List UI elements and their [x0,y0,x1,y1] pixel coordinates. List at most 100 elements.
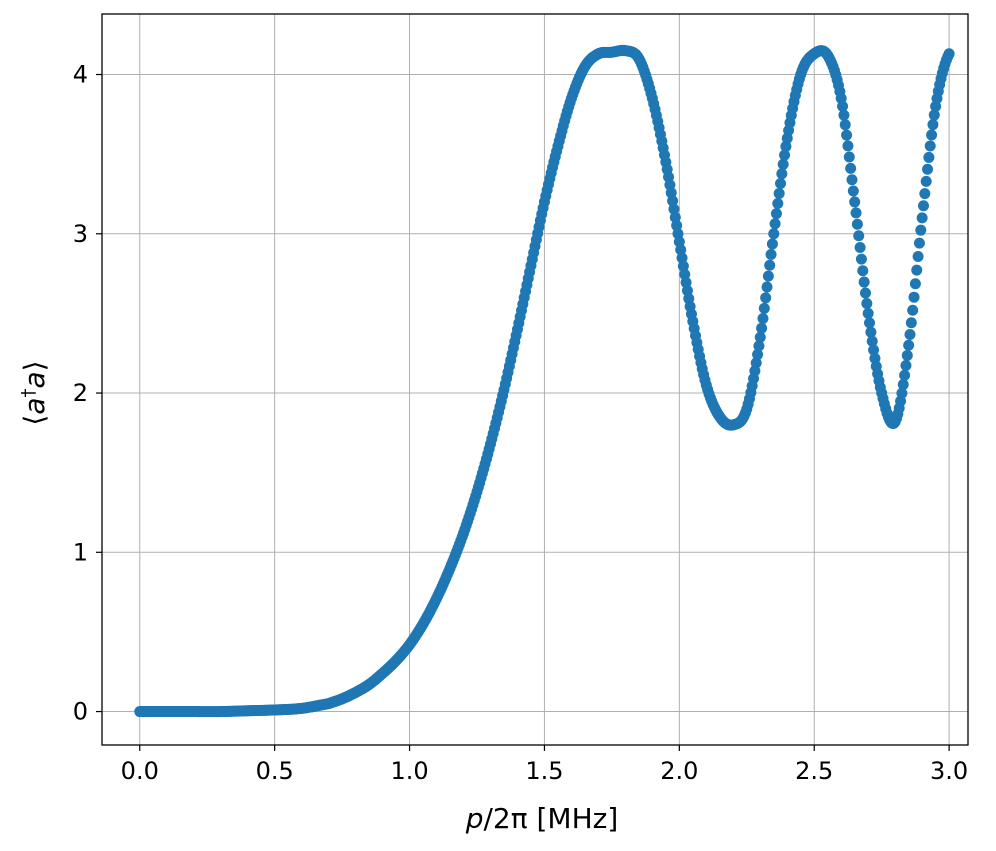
data-point [842,140,854,152]
data-point [917,200,929,212]
data-point [915,224,927,236]
data-point [926,129,938,141]
data-point [679,268,691,280]
y-axis: 0 1 2 3 4 [73,61,102,726]
y-axis-label: ⟨a†a⟩ [18,360,51,425]
data-point [868,344,880,356]
data-point [756,322,768,334]
data-point [757,313,769,324]
data-point [668,203,680,215]
data-point [919,188,931,200]
data-point [680,277,692,289]
y-tick-label: 3 [73,220,88,248]
data-point [675,244,687,256]
y-tick-label: 2 [73,379,88,407]
x-tick-label: 2.0 [660,757,698,785]
data-point [908,291,920,303]
data-point [770,208,782,220]
data-point [837,100,849,112]
data-point [758,302,770,314]
x-tick-label: 1.0 [390,757,428,785]
data-point [913,237,925,249]
data-point [857,265,869,277]
data-point [904,329,916,341]
data-point [862,307,874,319]
data-point [851,218,863,230]
data-point [866,335,878,347]
data-point [859,287,871,299]
data-point [845,162,857,174]
y-axis-label-a2: a [18,371,51,388]
data-point [841,129,853,141]
data-point [677,260,689,272]
y-axis-label-a1: a [18,398,51,415]
data-point [900,359,912,371]
data-point [676,252,688,264]
plot-frame [101,13,969,746]
data-point [775,178,786,190]
data-point [854,241,866,253]
data-point [912,251,924,263]
data-point [669,211,681,223]
data-point [897,379,909,391]
x-tick-label: 0.0 [121,757,159,785]
data-point [753,340,765,352]
data-point [849,196,861,208]
y-axis-label-dagger: † [18,389,39,398]
data-point [665,187,677,199]
data-point [905,317,917,329]
data-point [923,151,935,163]
data-point [850,207,862,219]
data-point [754,331,766,343]
data-point [896,387,908,399]
data-point [769,218,781,230]
data-point [865,326,877,338]
x-tick-label: 3.0 [930,757,968,785]
x-tick-label: 2.5 [795,757,833,785]
data-point [777,158,789,170]
x-axis: 0.0 0.5 1.0 1.5 2.0 2.5 3.0 [121,745,968,785]
data-point [903,339,915,351]
data-point [928,109,940,121]
x-axis-label: p/2π [MHz] [465,802,619,835]
data-point [776,168,788,180]
y-axis-label-open: ⟨ [18,415,51,426]
data-point [909,278,921,290]
x-axis-label-var: p [465,802,484,835]
data-point [772,198,784,210]
data-point [780,140,792,152]
data-point [838,109,850,121]
data-point [779,149,791,161]
data-point [773,187,785,199]
y-tick-label: 4 [73,61,88,89]
data-point [750,357,762,369]
data-point [846,174,858,186]
data-point [855,253,867,265]
x-tick-label: 0.5 [256,757,294,785]
data-point [901,349,913,361]
data-point [864,317,876,329]
data-point [943,48,955,60]
data-point [761,281,773,293]
data-point [765,248,777,260]
data-point [916,212,928,224]
y-tick-label: 1 [73,538,88,566]
data-point [922,163,934,175]
grid [102,14,968,745]
data-point [667,195,679,207]
data-point [907,304,919,316]
data-point [920,175,932,187]
data-point [762,270,774,282]
data-point [861,298,873,310]
x-axis-label-rest: /2π [MHz] [484,802,619,835]
data-point [752,349,764,361]
data-point [760,292,772,304]
data-point [766,238,778,250]
data-point [843,151,855,163]
data-point [858,276,870,288]
data-point [839,119,851,131]
x-tick-label: 1.5 [525,757,563,785]
data-point [847,185,859,197]
data-point [924,140,936,152]
